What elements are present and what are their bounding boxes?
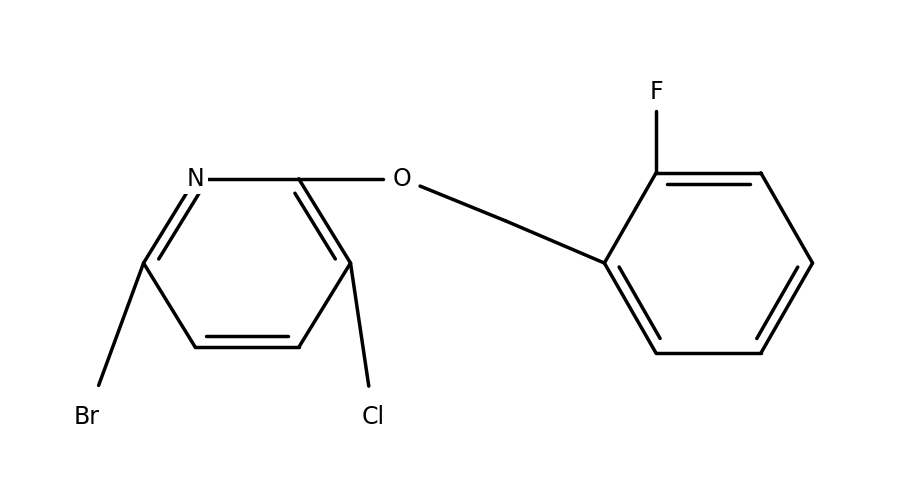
Text: F: F	[649, 80, 663, 104]
Text: O: O	[392, 167, 411, 191]
Text: N: N	[187, 167, 204, 191]
Text: Cl: Cl	[361, 405, 384, 429]
Text: Br: Br	[74, 405, 100, 429]
